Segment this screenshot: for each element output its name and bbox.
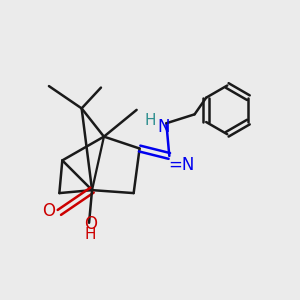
Text: H: H <box>85 226 96 242</box>
Text: N: N <box>157 118 170 136</box>
Text: H: H <box>144 113 156 128</box>
Text: =N: =N <box>168 156 194 174</box>
Text: O: O <box>84 215 97 233</box>
Text: O: O <box>42 202 56 220</box>
